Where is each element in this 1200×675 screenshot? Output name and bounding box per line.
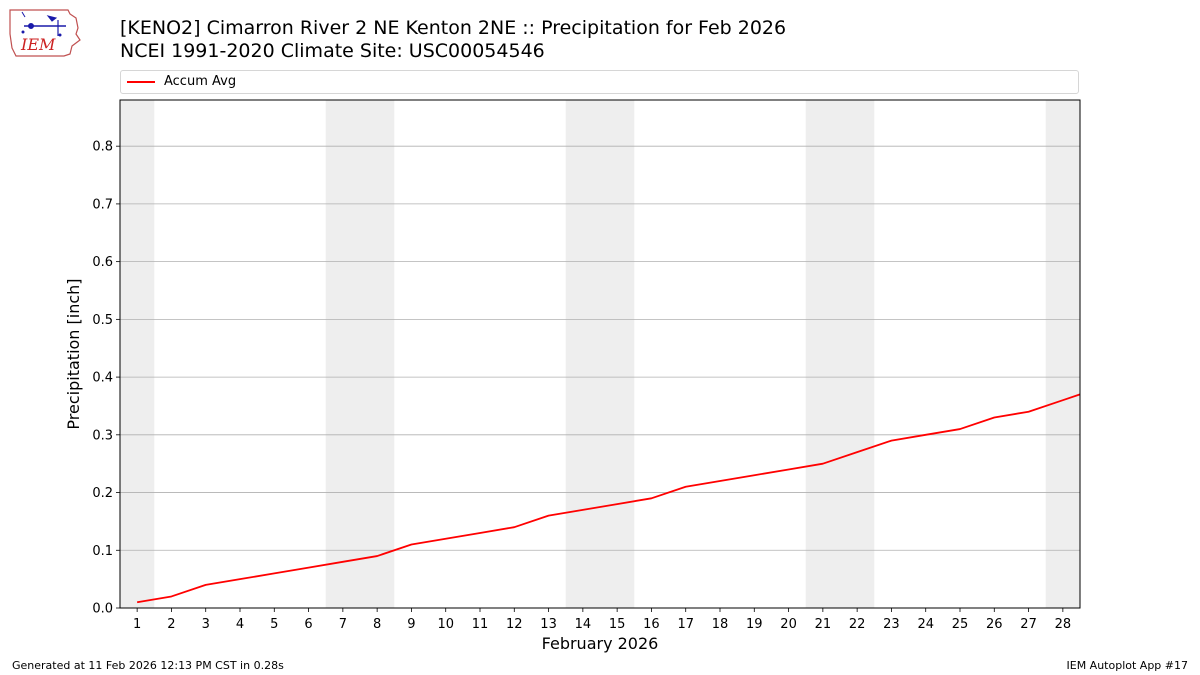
x-tick-label: 8 xyxy=(373,617,381,632)
x-tick-label: 15 xyxy=(609,617,626,632)
x-tick-label: 1 xyxy=(133,617,141,632)
weekend-shade-15 xyxy=(600,100,635,608)
plot-frame xyxy=(119,99,1081,609)
weekend-shade-28 xyxy=(1045,100,1080,608)
x-tick-label: 9 xyxy=(407,617,415,632)
app-id-label: IEM Autoplot App #17 xyxy=(1066,659,1189,672)
x-tick-label: 23 xyxy=(883,617,900,632)
series-line-accum-avg xyxy=(136,393,1081,604)
x-tick-label: 16 xyxy=(643,617,660,632)
x-tick-label: 24 xyxy=(917,617,934,632)
x-tick-label: 13 xyxy=(540,617,557,632)
chart-title: [KENO2] Cimarron River 2 NE Kenton 2NE :… xyxy=(120,17,787,39)
y-tick-label: 0.4 xyxy=(92,371,113,386)
y-tick-label: 0.1 xyxy=(92,544,113,559)
y-tick-label: 0.7 xyxy=(92,197,113,212)
x-tick-label: 5 xyxy=(270,617,278,632)
chart-subtitle: NCEI 1991-2020 Climate Site: USC00054546 xyxy=(120,40,545,62)
x-tick-label: 17 xyxy=(677,617,694,632)
weekend-shade-21 xyxy=(805,100,840,608)
x-axis-label: February 2026 xyxy=(542,634,659,653)
x-tick-label: 4 xyxy=(236,617,244,632)
iem-logo: IEM xyxy=(9,9,81,57)
x-tick-label: 19 xyxy=(746,617,763,632)
y-tick-label: 0.3 xyxy=(92,428,113,443)
y-tick-label: 0.5 xyxy=(92,313,113,328)
weekend-shade-8 xyxy=(360,100,395,608)
weekend-shade-1 xyxy=(120,100,155,608)
y-tick-label: 0.2 xyxy=(92,486,113,501)
x-tick-label: 11 xyxy=(472,617,489,632)
generated-timestamp: Generated at 11 Feb 2026 12:13 PM CST in… xyxy=(12,659,284,672)
x-tick-label: 2 xyxy=(167,617,175,632)
x-tick-label: 6 xyxy=(304,617,312,632)
x-tick-label: 12 xyxy=(506,617,523,632)
x-tick-label: 21 xyxy=(815,617,832,632)
x-tick-label: 26 xyxy=(986,617,1003,632)
y-tick-label: 0.0 xyxy=(92,602,113,617)
legend-label-accum-avg: Accum Avg xyxy=(164,74,237,89)
x-tick-label: 14 xyxy=(575,617,592,632)
logo-text: IEM xyxy=(20,35,56,54)
x-tick-label: 18 xyxy=(712,617,729,632)
weather-symbols-icon xyxy=(21,11,66,37)
y-tick-label: 0.8 xyxy=(92,140,113,155)
x-tick-label: 28 xyxy=(1055,617,1072,632)
x-tick-label: 3 xyxy=(202,617,210,632)
x-tick-label: 7 xyxy=(339,617,347,632)
x-tick-label: 20 xyxy=(780,617,797,632)
y-axis-label: Precipitation [inch] xyxy=(64,278,83,429)
x-tick-label: 25 xyxy=(952,617,969,632)
y-tick-label: 0.6 xyxy=(92,255,113,270)
iowa-outline-icon xyxy=(9,9,81,57)
x-tick-label: 22 xyxy=(849,617,866,632)
weekend-shade-7 xyxy=(325,100,360,608)
legend-swatch-accum-avg xyxy=(127,81,155,83)
weekend-shade-22 xyxy=(840,100,875,608)
weekend-shade-14 xyxy=(565,100,600,608)
legend: Accum Avg xyxy=(120,70,1079,94)
x-tick-label: 10 xyxy=(437,617,454,632)
x-tick-label: 27 xyxy=(1020,617,1037,632)
